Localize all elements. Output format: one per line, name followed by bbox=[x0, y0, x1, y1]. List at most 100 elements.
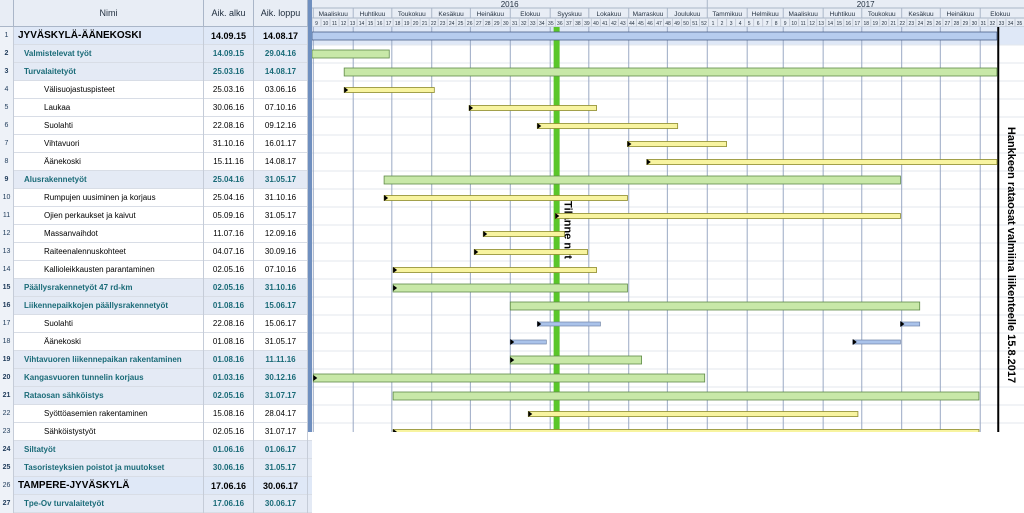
task-row[interactable]: 10 Rumpujen uusiminen ja korjaus 25.04.16 3… bbox=[0, 189, 312, 207]
column-header-number[interactable] bbox=[0, 0, 14, 27]
task-start-cell[interactable]: 15.08.16 bbox=[204, 405, 254, 423]
task-end-cell[interactable]: 03.06.16 bbox=[254, 81, 308, 99]
task-row[interactable]: 3 Turvalaitetyöt 25.03.16 14.08.17 bbox=[0, 63, 312, 81]
task-start-cell[interactable]: 17.06.16 bbox=[204, 495, 254, 513]
task-row[interactable]: 8 Äänekoski 15.11.16 14.08.17 bbox=[0, 153, 312, 171]
task-row[interactable]: 6 Suolahti 22.08.16 09.12.16 bbox=[0, 117, 312, 135]
task-start-cell[interactable]: 01.06.16 bbox=[204, 441, 254, 459]
task-end-cell[interactable]: 09.12.16 bbox=[254, 117, 308, 135]
task-name-cell[interactable]: Rataosan sähköistys bbox=[14, 387, 204, 405]
task-end-cell[interactable]: 07.10.16 bbox=[254, 99, 308, 117]
task-row[interactable]: 16 Liikennepaikkojen päällysrakennetyöt 01… bbox=[0, 297, 312, 315]
task-name-cell[interactable]: Alusrakennetyöt bbox=[14, 171, 204, 189]
row-number[interactable]: 17 bbox=[0, 315, 14, 333]
row-number[interactable]: 12 bbox=[0, 225, 14, 243]
task-end-cell[interactable]: 15.06.17 bbox=[254, 297, 308, 315]
task-bar[interactable] bbox=[536, 123, 679, 129]
row-number[interactable]: 8 bbox=[0, 153, 14, 171]
task-bar[interactable] bbox=[554, 213, 901, 219]
task-start-cell[interactable]: 01.08.16 bbox=[204, 333, 254, 351]
task-name-cell[interactable]: Rumpujen uusiminen ja korjaus bbox=[14, 189, 204, 207]
group-task-bar[interactable] bbox=[312, 49, 390, 59]
task-end-cell[interactable]: 01.06.17 bbox=[254, 441, 308, 459]
row-number[interactable]: 3 bbox=[0, 63, 14, 81]
task-row[interactable]: 23 Sähköistystyöt 02.05.16 31.07.17 bbox=[0, 423, 312, 441]
row-number[interactable]: 4 bbox=[0, 81, 14, 99]
group-task-bar[interactable] bbox=[312, 373, 706, 383]
row-number[interactable]: 1 bbox=[0, 27, 14, 45]
row-number[interactable]: 14 bbox=[0, 261, 14, 279]
row-number[interactable]: 18 bbox=[0, 333, 14, 351]
task-end-cell[interactable]: 14.08.17 bbox=[254, 153, 308, 171]
row-number[interactable]: 22 bbox=[0, 405, 14, 423]
row-number[interactable]: 24 bbox=[0, 441, 14, 459]
task-bar[interactable] bbox=[482, 231, 565, 237]
task-start-cell[interactable]: 25.04.16 bbox=[204, 189, 254, 207]
task-name-cell[interactable]: Päällysrakennetyöt 47 rd-km bbox=[14, 279, 204, 297]
task-row[interactable]: 20 Kangasvuoren tunnelin korjaus 01.03.16 3… bbox=[0, 369, 312, 387]
task-row[interactable]: 1 JYVÄSKYLÄ-ÄÄNEKOSKI 14.09.15 14.08.17 bbox=[0, 27, 312, 45]
task-name-cell[interactable]: Tpe-Ov turvalaitetyöt bbox=[14, 495, 204, 513]
split-task-bar[interactable] bbox=[509, 339, 547, 345]
task-start-cell[interactable]: 05.09.16 bbox=[204, 207, 254, 225]
task-start-cell[interactable]: 22.08.16 bbox=[204, 117, 254, 135]
task-name-cell[interactable]: Siltatyöt bbox=[14, 441, 204, 459]
task-end-cell[interactable]: 31.10.16 bbox=[254, 189, 308, 207]
task-end-cell[interactable]: 30.09.16 bbox=[254, 243, 308, 261]
task-start-cell[interactable]: 02.05.16 bbox=[204, 423, 254, 441]
task-start-cell[interactable]: 31.10.16 bbox=[204, 135, 254, 153]
task-end-cell[interactable]: 31.05.17 bbox=[254, 171, 308, 189]
task-start-cell[interactable]: 01.08.16 bbox=[204, 297, 254, 315]
task-end-cell[interactable]: 16.01.17 bbox=[254, 135, 308, 153]
task-start-cell[interactable]: 14.09.15 bbox=[204, 27, 254, 45]
task-start-cell[interactable]: 25.04.16 bbox=[204, 171, 254, 189]
task-bar[interactable] bbox=[343, 87, 435, 93]
row-number[interactable]: 26 bbox=[0, 477, 14, 495]
task-bar[interactable] bbox=[627, 141, 727, 147]
task-row[interactable]: 15 Päällysrakennetyöt 47 rd-km 02.05.16 31.… bbox=[0, 279, 312, 297]
task-row[interactable]: 5 Laukaa 30.06.16 07.10.16 bbox=[0, 99, 312, 117]
task-start-cell[interactable]: 30.06.16 bbox=[204, 459, 254, 477]
task-bar[interactable] bbox=[468, 105, 597, 111]
task-bar[interactable] bbox=[383, 195, 628, 201]
task-end-cell[interactable]: 30.06.17 bbox=[254, 495, 308, 513]
task-end-cell[interactable]: 07.10.16 bbox=[254, 261, 308, 279]
task-end-cell[interactable]: 14.08.17 bbox=[254, 63, 308, 81]
group-task-bar[interactable] bbox=[392, 391, 980, 401]
task-start-cell[interactable]: 22.08.16 bbox=[204, 315, 254, 333]
task-start-cell[interactable]: 02.05.16 bbox=[204, 279, 254, 297]
task-name-cell[interactable]: Ojien perkaukset ja kaivut bbox=[14, 207, 204, 225]
task-row[interactable]: 25 Tasoristeyksien poistot ja muutokset 30… bbox=[0, 459, 312, 477]
task-bar[interactable] bbox=[473, 249, 588, 255]
task-name-cell[interactable]: Massanvaihdot bbox=[14, 225, 204, 243]
row-number[interactable]: 7 bbox=[0, 135, 14, 153]
row-number[interactable]: 2 bbox=[0, 45, 14, 63]
task-start-cell[interactable]: 02.05.16 bbox=[204, 387, 254, 405]
row-number[interactable]: 19 bbox=[0, 351, 14, 369]
task-row[interactable]: 11 Ojien perkaukset ja kaivut 05.09.16 31.0… bbox=[0, 207, 312, 225]
row-number[interactable]: 20 bbox=[0, 369, 14, 387]
task-start-cell[interactable]: 14.09.15 bbox=[204, 45, 254, 63]
task-row[interactable]: 9 Alusrakennetyöt 25.04.16 31.05.17 bbox=[0, 171, 312, 189]
task-end-cell[interactable]: 15.06.17 bbox=[254, 315, 308, 333]
task-end-cell[interactable]: 31.10.16 bbox=[254, 279, 308, 297]
row-number[interactable]: 21 bbox=[0, 387, 14, 405]
task-end-cell[interactable]: 12.09.16 bbox=[254, 225, 308, 243]
task-bar[interactable] bbox=[646, 159, 998, 165]
task-bar[interactable] bbox=[527, 411, 859, 417]
task-name-cell[interactable]: Vihtavuoren liikennepaikan rakentaminen bbox=[14, 351, 204, 369]
task-row[interactable]: 27 Tpe-Ov turvalaitetyöt 17.06.16 30.06.17 bbox=[0, 495, 312, 513]
task-bar[interactable] bbox=[392, 267, 597, 273]
task-start-cell[interactable]: 25.03.16 bbox=[204, 63, 254, 81]
task-end-cell[interactable]: 31.07.17 bbox=[254, 387, 308, 405]
row-number[interactable]: 6 bbox=[0, 117, 14, 135]
row-number[interactable]: 27 bbox=[0, 495, 14, 513]
task-end-cell[interactable]: 30.12.16 bbox=[254, 369, 308, 387]
task-name-cell[interactable]: Tasoristeyksien poistot ja muutokset bbox=[14, 459, 204, 477]
task-name-cell[interactable]: Raiteenalennuskohteet bbox=[14, 243, 204, 261]
column-header-end[interactable]: Aik. loppu bbox=[254, 0, 308, 27]
task-row[interactable]: 19 Vihtavuoren liikennepaikan rakentamine… bbox=[0, 351, 312, 369]
task-start-cell[interactable]: 11.07.16 bbox=[204, 225, 254, 243]
row-number[interactable]: 5 bbox=[0, 99, 14, 117]
task-row[interactable]: 26 TAMPERE-JYVÄSKYLÄ 17.06.16 30.06.17 bbox=[0, 477, 312, 495]
